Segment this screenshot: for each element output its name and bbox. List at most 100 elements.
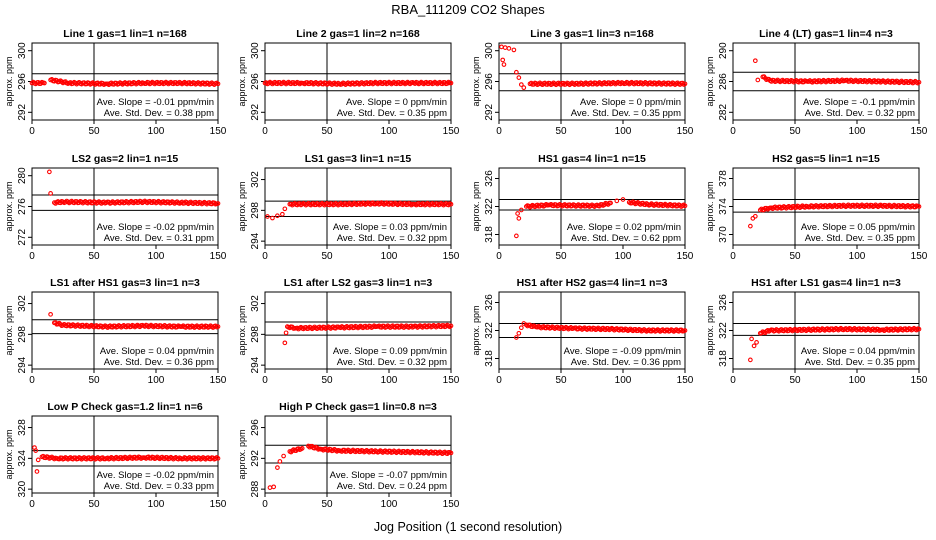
y-tick-label: 374 bbox=[718, 198, 729, 215]
y-axis-label: approx. ppm bbox=[237, 56, 247, 106]
panel-13: Low P Check gas=1.2 lin=1 n=6 0 50 100 150 32… bbox=[4, 401, 227, 510]
data-point bbox=[48, 191, 53, 196]
x-tick-label: 150 bbox=[210, 375, 227, 386]
y-tick-label: 296 bbox=[17, 73, 28, 90]
panel-4: Line 4 (LT) gas=1 lin=4 n=3 0 50 100 150 282 2… bbox=[705, 28, 928, 137]
y-tick-label: 298 bbox=[17, 326, 28, 343]
x-tick-label: 100 bbox=[849, 375, 866, 386]
y-tick-label: 318 bbox=[484, 226, 495, 243]
x-tick-label: 0 bbox=[29, 126, 35, 137]
data-point bbox=[277, 459, 283, 464]
slope-annotation: Ave. Slope = -0.02 ppm/min bbox=[97, 470, 214, 481]
y-axis-label: approx. ppm bbox=[4, 56, 14, 106]
panel-10: LS1 after LS2 gas=3 lin=1 n=3 0 50 100 150 29… bbox=[237, 277, 460, 386]
data-point bbox=[447, 201, 453, 206]
x-tick-label: 0 bbox=[496, 126, 502, 137]
panel-title: Line 4 (LT) gas=1 lin=4 n=3 bbox=[759, 28, 893, 40]
y-tick-label: 328 bbox=[17, 419, 28, 436]
x-tick-label: 150 bbox=[911, 126, 928, 137]
data-point bbox=[282, 340, 288, 346]
y-tick-label: 370 bbox=[718, 226, 729, 243]
x-tick-label: 150 bbox=[677, 251, 694, 262]
y-axis-label: approx. ppm bbox=[705, 305, 715, 355]
stddev-annotation: Ave. Std. Dev. = 0.35 ppm bbox=[805, 233, 915, 244]
x-tick-label: 150 bbox=[210, 251, 227, 262]
panel-9: LS1 after HS1 gas=3 lin=1 n=3 0 50 100 150 29… bbox=[4, 277, 227, 386]
data-point bbox=[214, 455, 220, 460]
data-point bbox=[447, 324, 453, 330]
x-tick-label: 0 bbox=[29, 375, 35, 386]
x-tick-label: 100 bbox=[381, 126, 398, 137]
data-point bbox=[270, 215, 275, 221]
y-axis-label: approx. ppm bbox=[4, 305, 14, 355]
x-tick-label: 150 bbox=[677, 375, 694, 386]
panel-7: HS1 gas=4 lin=1 n=15 0 50 100 150 318 322 326ap… bbox=[471, 153, 694, 262]
data-point bbox=[40, 80, 46, 86]
y-tick-label: 320 bbox=[17, 480, 28, 497]
x-tick-label: 50 bbox=[789, 251, 801, 262]
y-tick-label: 322 bbox=[484, 198, 495, 215]
y-tick-label: 292 bbox=[250, 450, 261, 467]
data-point bbox=[280, 211, 285, 217]
y-axis-label: approx. ppm bbox=[237, 305, 247, 355]
x-tick-label: 100 bbox=[381, 251, 398, 262]
panel-title: HS1 after HS2 gas=4 lin=1 n=3 bbox=[517, 277, 668, 289]
data-point bbox=[283, 330, 289, 336]
panel-title: LS2 gas=2 lin=1 n=15 bbox=[72, 153, 179, 165]
panel-title: High P Check gas=1 lin=0.8 n=3 bbox=[279, 401, 437, 413]
data-point bbox=[514, 69, 519, 75]
data-point bbox=[915, 80, 921, 86]
data-point bbox=[48, 311, 53, 317]
x-tick-label: 150 bbox=[443, 251, 460, 262]
x-tick-label: 50 bbox=[88, 375, 100, 386]
stddev-annotation: Ave. Std. Dev. = 0.36 ppm bbox=[104, 357, 214, 368]
data-point bbox=[447, 80, 453, 86]
panel-11: HS1 after HS2 gas=4 lin=1 n=3 0 50 100 150 31… bbox=[471, 277, 694, 386]
data-point bbox=[516, 330, 522, 336]
data-point bbox=[915, 203, 921, 209]
y-tick-label: 292 bbox=[484, 104, 495, 121]
x-tick-label: 50 bbox=[555, 375, 567, 386]
stddev-annotation: Ave. Std. Dev. = 0.38 ppm bbox=[104, 108, 214, 119]
y-axis-label: approx. ppm bbox=[705, 181, 715, 231]
data-point bbox=[752, 58, 758, 64]
data-point bbox=[214, 324, 220, 330]
y-axis-label: approx. ppm bbox=[237, 429, 247, 479]
y-tick-label: 294 bbox=[250, 232, 261, 249]
panel-5: LS2 gas=2 lin=1 n=15 0 50 100 150 272 276 280ap… bbox=[4, 153, 227, 262]
x-tick-label: 150 bbox=[677, 126, 694, 137]
y-tick-label: 300 bbox=[250, 42, 261, 59]
data-point bbox=[518, 82, 524, 87]
slope-annotation: Ave. Slope = 0 ppm/min bbox=[580, 97, 681, 108]
data-point bbox=[214, 80, 220, 86]
x-tick-label: 50 bbox=[555, 251, 567, 262]
panel-title: Line 1 gas=1 lin=1 n=168 bbox=[63, 28, 187, 40]
y-tick-label: 294 bbox=[250, 356, 261, 373]
panel-title: LS1 after LS2 gas=3 lin=1 n=3 bbox=[284, 277, 433, 289]
x-axis-label: Jog Position (1 second resolution) bbox=[374, 520, 562, 534]
panel-title: Line 2 gas=1 lin=2 n=168 bbox=[296, 28, 420, 40]
data-point bbox=[267, 485, 273, 490]
stddev-annotation: Ave. Std. Dev. = 0.31 ppm bbox=[104, 233, 214, 244]
x-tick-label: 50 bbox=[321, 126, 333, 137]
y-tick-label: 290 bbox=[718, 42, 729, 59]
y-axis-label: approx. ppm bbox=[237, 181, 247, 231]
x-tick-label: 150 bbox=[443, 126, 460, 137]
data-point bbox=[755, 77, 761, 83]
stddev-annotation: Ave. Std. Dev. = 0.36 ppm bbox=[571, 357, 681, 368]
data-point bbox=[516, 75, 522, 80]
data-point bbox=[518, 325, 524, 331]
panel-3: Line 3 gas=1 lin=3 n=168 0 50 100 150 292 296 3… bbox=[471, 28, 694, 137]
stddev-annotation: Ave. Std. Dev. = 0.32 ppm bbox=[805, 108, 915, 119]
x-tick-label: 100 bbox=[381, 375, 398, 386]
x-tick-label: 0 bbox=[496, 251, 502, 262]
slope-annotation: Ave. Slope = 0.04 ppm/min bbox=[801, 346, 915, 357]
x-tick-label: 150 bbox=[443, 375, 460, 386]
data-point bbox=[681, 82, 687, 87]
x-tick-label: 150 bbox=[210, 499, 227, 510]
data-point bbox=[214, 201, 220, 207]
x-tick-label: 0 bbox=[262, 499, 268, 510]
x-tick-label: 50 bbox=[321, 499, 333, 510]
data-point bbox=[502, 45, 508, 50]
data-point bbox=[265, 214, 270, 219]
